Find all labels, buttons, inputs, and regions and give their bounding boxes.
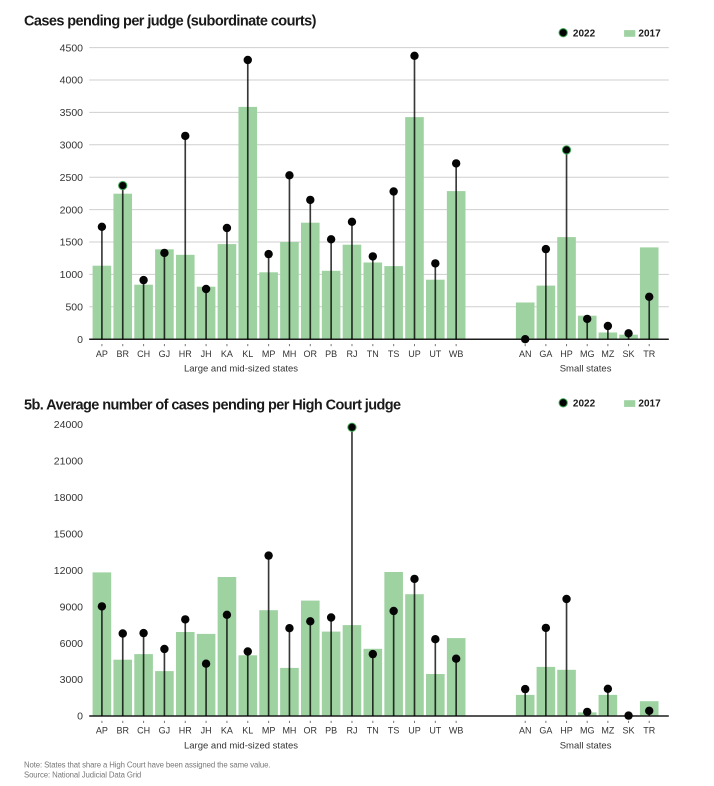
svg-text:UT: UT [429, 726, 441, 736]
svg-text:Cases pending per judge (subor: Cases pending per judge (subordinate cou… [24, 14, 317, 30]
svg-text:3500: 3500 [60, 107, 84, 119]
svg-text:MG: MG [580, 726, 595, 736]
svg-text:TN: TN [367, 726, 379, 736]
svg-text:AP: AP [96, 726, 108, 736]
svg-text:3000: 3000 [60, 140, 84, 152]
svg-text:2017: 2017 [638, 29, 661, 40]
svg-text:TR: TR [643, 349, 655, 359]
svg-text:UP: UP [408, 726, 421, 736]
svg-text:GJ: GJ [159, 726, 171, 736]
svg-text:CH: CH [137, 349, 150, 359]
svg-text:2022: 2022 [573, 29, 596, 40]
svg-text:KA: KA [221, 726, 233, 736]
svg-text:HP: HP [560, 726, 573, 736]
svg-text:HR: HR [179, 726, 192, 736]
svg-text:500: 500 [65, 302, 83, 314]
svg-text:2000: 2000 [60, 204, 84, 216]
svg-text:MP: MP [262, 726, 276, 736]
svg-text:18000: 18000 [54, 492, 83, 504]
svg-text:SK: SK [623, 349, 635, 359]
svg-text:Source: National Judicial Data: Source: National Judicial Data Grid [24, 771, 141, 780]
svg-text:TS: TS [388, 349, 400, 359]
svg-text:BR: BR [116, 349, 129, 359]
svg-text:HR: HR [179, 349, 192, 359]
svg-text:PB: PB [325, 726, 337, 736]
svg-text:12000: 12000 [54, 565, 83, 577]
svg-text:UT: UT [429, 349, 441, 359]
svg-text:Note: States that share a High: Note: States that share a High Court hav… [24, 761, 270, 770]
svg-text:WB: WB [449, 726, 464, 736]
svg-text:4500: 4500 [60, 42, 84, 54]
svg-text:GA: GA [539, 726, 552, 736]
svg-text:1500: 1500 [60, 237, 84, 249]
svg-text:CH: CH [137, 726, 150, 736]
svg-text:2022: 2022 [573, 399, 596, 410]
svg-text:MP: MP [262, 349, 276, 359]
svg-text:UP: UP [408, 349, 421, 359]
svg-text:21000: 21000 [54, 456, 83, 468]
svg-text:3000: 3000 [60, 674, 84, 686]
svg-text:TS: TS [388, 726, 400, 736]
svg-text:2500: 2500 [60, 172, 84, 184]
svg-text:PB: PB [325, 349, 337, 359]
svg-text:24000: 24000 [54, 419, 83, 431]
svg-text:OR: OR [304, 726, 318, 736]
svg-text:KL: KL [242, 349, 253, 359]
svg-text:Small states: Small states [560, 364, 612, 375]
svg-text:AP: AP [96, 349, 108, 359]
svg-text:0: 0 [77, 334, 83, 346]
svg-text:15000: 15000 [54, 529, 83, 541]
svg-text:TR: TR [643, 726, 655, 736]
svg-text:MH: MH [282, 349, 296, 359]
svg-text:RJ: RJ [346, 726, 357, 736]
svg-text:4000: 4000 [60, 75, 84, 87]
svg-text:KA: KA [221, 349, 233, 359]
svg-text:KL: KL [242, 726, 253, 736]
svg-text:TN: TN [367, 349, 379, 359]
svg-text:JH: JH [201, 349, 212, 359]
svg-text:2017: 2017 [638, 399, 661, 410]
svg-text:HP: HP [560, 349, 573, 359]
svg-text:1000: 1000 [60, 269, 84, 281]
svg-text:GA: GA [539, 349, 552, 359]
svg-text:Large and mid-sized states: Large and mid-sized states [184, 364, 298, 375]
svg-text:Large and mid-sized states: Large and mid-sized states [184, 741, 298, 752]
svg-text:BR: BR [116, 726, 129, 736]
svg-text:Small states: Small states [560, 741, 612, 752]
svg-text:MZ: MZ [601, 349, 614, 359]
svg-text:OR: OR [304, 349, 318, 359]
svg-text:MG: MG [580, 349, 595, 359]
svg-text:6000: 6000 [60, 638, 84, 650]
svg-text:SK: SK [623, 726, 635, 736]
svg-text:9000: 9000 [60, 601, 84, 613]
svg-text:MH: MH [282, 726, 296, 736]
svg-text:JH: JH [201, 726, 212, 736]
svg-text:0: 0 [77, 711, 83, 723]
svg-text:GJ: GJ [159, 349, 171, 359]
svg-text:WB: WB [449, 349, 464, 359]
svg-text:AN: AN [519, 726, 532, 736]
svg-text:RJ: RJ [346, 349, 357, 359]
svg-text:MZ: MZ [601, 726, 614, 736]
svg-text:5b. Average number of cases pe: 5b. Average number of cases pending per … [24, 397, 401, 413]
svg-text:AN: AN [519, 349, 532, 359]
